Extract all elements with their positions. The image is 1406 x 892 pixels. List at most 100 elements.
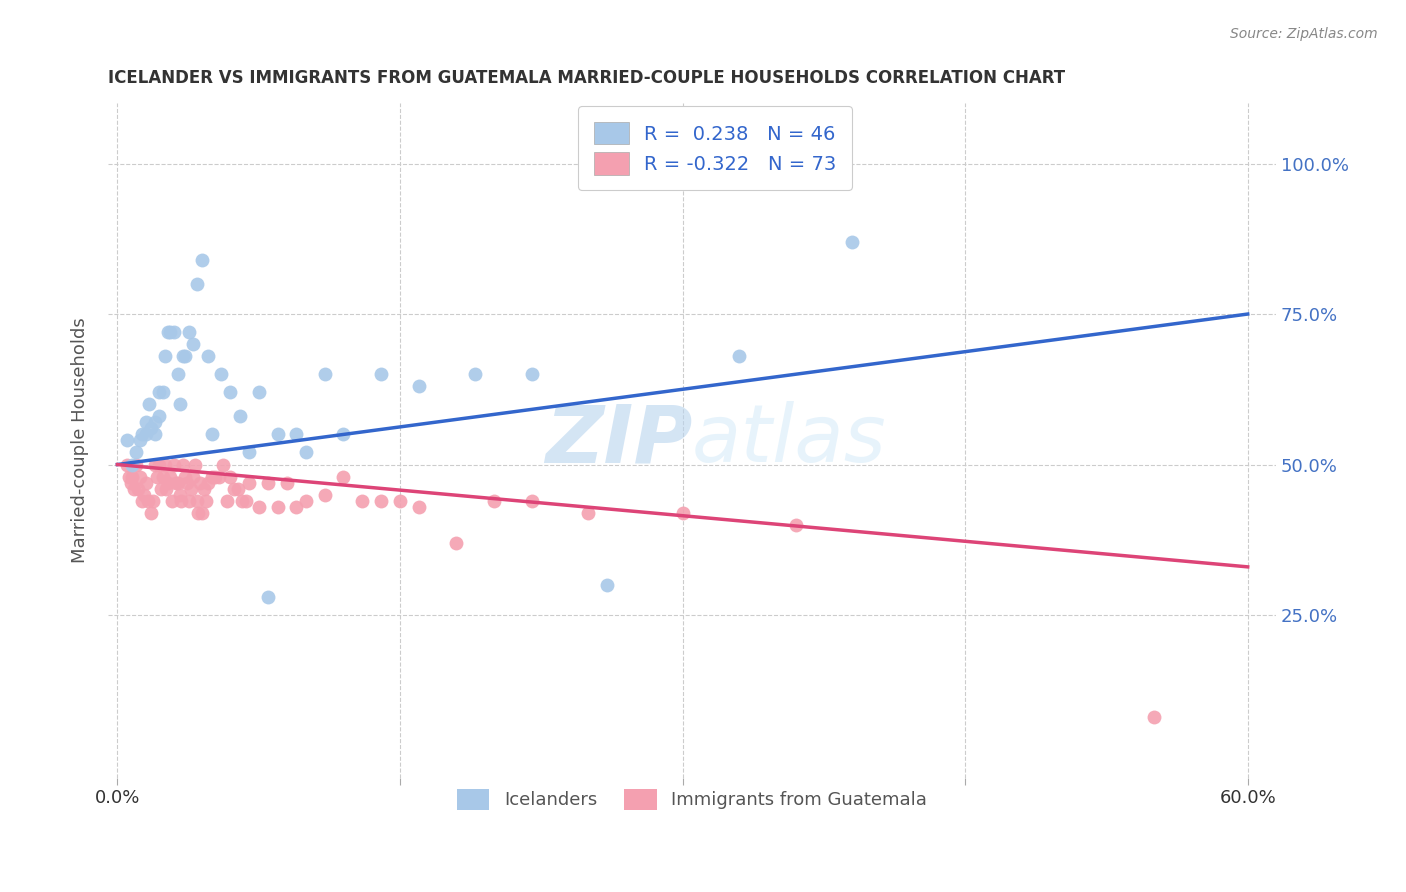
Point <box>166 475 188 490</box>
Point <box>209 368 232 382</box>
Point <box>215 493 238 508</box>
Point <box>143 416 166 430</box>
Point <box>124 482 146 496</box>
Point <box>141 421 163 435</box>
Point <box>231 493 253 508</box>
Point <box>194 493 217 508</box>
Point <box>157 325 180 339</box>
Point <box>131 493 153 508</box>
Point <box>208 469 231 483</box>
Point <box>177 325 200 339</box>
Point <box>352 493 374 508</box>
Point <box>314 488 336 502</box>
Point <box>186 493 208 508</box>
Point <box>143 427 166 442</box>
Point <box>166 368 188 382</box>
Point <box>165 475 187 490</box>
Point <box>464 368 486 382</box>
Point <box>153 349 176 363</box>
Point <box>197 349 219 363</box>
Point <box>728 349 751 363</box>
Point <box>671 506 693 520</box>
Point <box>446 536 468 550</box>
Point <box>247 500 270 514</box>
Point <box>181 469 204 483</box>
Point <box>314 368 336 382</box>
Point <box>1142 710 1164 724</box>
Point <box>294 493 316 508</box>
Point <box>191 506 214 520</box>
Point <box>266 500 288 514</box>
Point <box>176 475 198 490</box>
Point <box>115 458 138 472</box>
Point <box>257 590 280 604</box>
Point <box>247 385 270 400</box>
Point <box>177 493 200 508</box>
Point <box>200 427 222 442</box>
Point <box>332 469 354 483</box>
Point <box>157 475 180 490</box>
Point <box>181 337 204 351</box>
Point <box>200 469 222 483</box>
Point <box>224 482 246 496</box>
Point <box>169 397 191 411</box>
Point <box>159 325 181 339</box>
Point <box>257 475 280 490</box>
Point <box>197 475 219 490</box>
Legend: Icelanders, Immigrants from Guatemala: Icelanders, Immigrants from Guatemala <box>444 776 939 822</box>
Point <box>785 517 807 532</box>
Point <box>191 252 214 267</box>
Point <box>841 235 863 249</box>
Point <box>238 445 260 459</box>
Point <box>294 445 316 459</box>
Point <box>285 427 308 442</box>
Point <box>152 385 174 400</box>
Point <box>153 458 176 472</box>
Point <box>238 475 260 490</box>
Point <box>172 349 194 363</box>
Point <box>115 434 138 448</box>
Point <box>388 493 411 508</box>
Text: Source: ZipAtlas.com: Source: ZipAtlas.com <box>1230 27 1378 41</box>
Point <box>186 277 208 291</box>
Point <box>125 458 148 472</box>
Point <box>172 458 194 472</box>
Point <box>146 469 169 483</box>
Point <box>152 469 174 483</box>
Point <box>136 493 159 508</box>
Point <box>370 493 392 508</box>
Point <box>596 578 619 592</box>
Point <box>520 493 543 508</box>
Point <box>188 475 211 490</box>
Point <box>138 397 160 411</box>
Point <box>121 469 143 483</box>
Point <box>276 475 298 490</box>
Point <box>132 488 155 502</box>
Point <box>148 385 170 400</box>
Point <box>120 475 142 490</box>
Point <box>135 416 157 430</box>
Point <box>212 458 235 472</box>
Point <box>408 379 430 393</box>
Point <box>149 482 172 496</box>
Point <box>229 409 252 424</box>
Point <box>226 482 249 496</box>
Point <box>125 445 148 459</box>
Point <box>187 506 209 520</box>
Point <box>129 469 152 483</box>
Y-axis label: Married-couple Households: Married-couple Households <box>72 318 89 564</box>
Point <box>576 506 599 520</box>
Point <box>183 458 205 472</box>
Point <box>155 482 177 496</box>
Point <box>148 409 170 424</box>
Point <box>159 469 181 483</box>
Point <box>408 500 430 514</box>
Point <box>235 493 257 508</box>
Point <box>135 475 157 490</box>
Point <box>180 482 202 496</box>
Point <box>142 493 165 508</box>
Point <box>129 434 152 448</box>
Point <box>170 493 193 508</box>
Point <box>193 482 215 496</box>
Point <box>118 469 141 483</box>
